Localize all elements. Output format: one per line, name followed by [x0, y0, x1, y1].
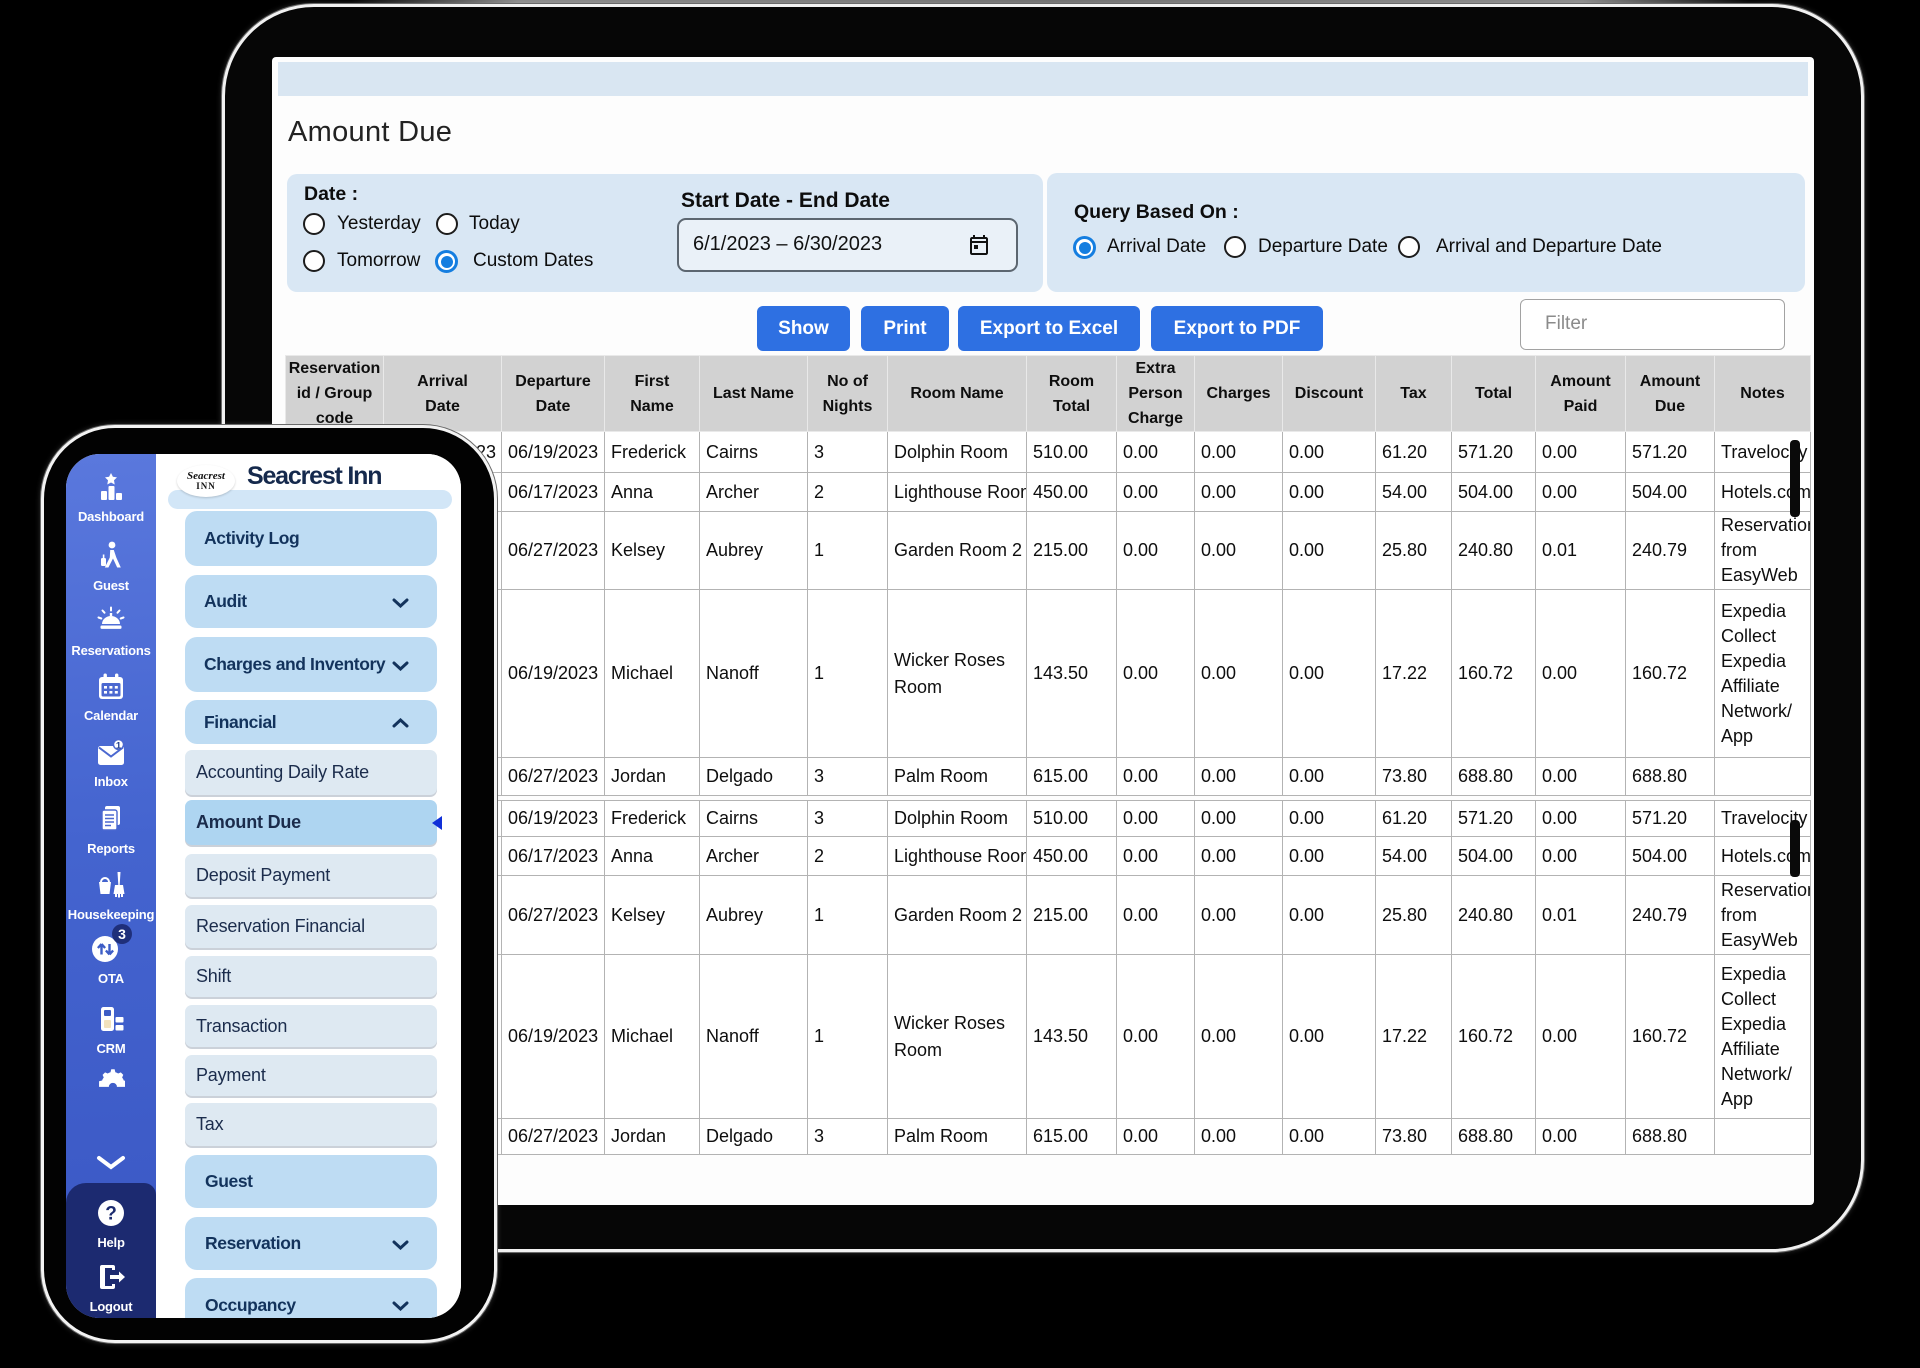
svg-text:3: 3	[118, 926, 126, 942]
svg-text:1: 1	[116, 740, 122, 751]
svg-text:?: ?	[105, 1204, 117, 1225]
